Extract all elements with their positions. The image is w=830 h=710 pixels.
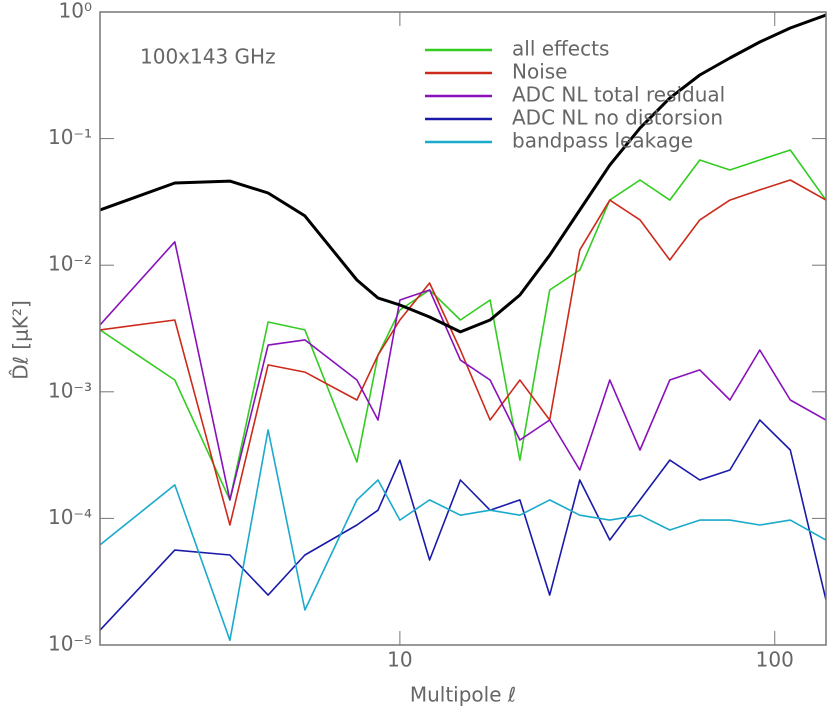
legend-label: ADC NL total residual — [512, 83, 725, 107]
legend-label: ADC NL no distorsion — [512, 106, 723, 130]
y-axis-label: D̂ℓ [μK²] — [9, 300, 33, 379]
plot-area — [100, 13, 826, 642]
series-line — [100, 429, 826, 642]
series-line — [100, 241, 826, 501]
reference-line — [100, 13, 826, 334]
y-tick-label: 10⁻⁵ — [48, 632, 92, 656]
x-axis-label: Multipole ℓ — [410, 683, 516, 707]
legend-label: Noise — [512, 60, 567, 84]
y-tick-label: 10⁻⁴ — [48, 505, 92, 529]
y-tick-label: 10⁻² — [48, 252, 92, 276]
series-line — [100, 419, 826, 631]
legend-label: all effects — [512, 37, 609, 61]
y-tick-label: 10⁰ — [59, 0, 92, 23]
legend-label: bandpass leakage — [512, 129, 693, 153]
plot-frame — [99, 11, 827, 646]
x-tick-label: 100 — [756, 648, 794, 672]
annotation: 100x143 GHz — [140, 45, 276, 69]
y-tick-label: 10⁻¹ — [48, 125, 92, 149]
series-line — [100, 179, 826, 526]
x-tick-label: 10 — [387, 648, 412, 672]
y-tick-label: 10⁻³ — [48, 378, 92, 402]
series-line — [100, 149, 826, 501]
